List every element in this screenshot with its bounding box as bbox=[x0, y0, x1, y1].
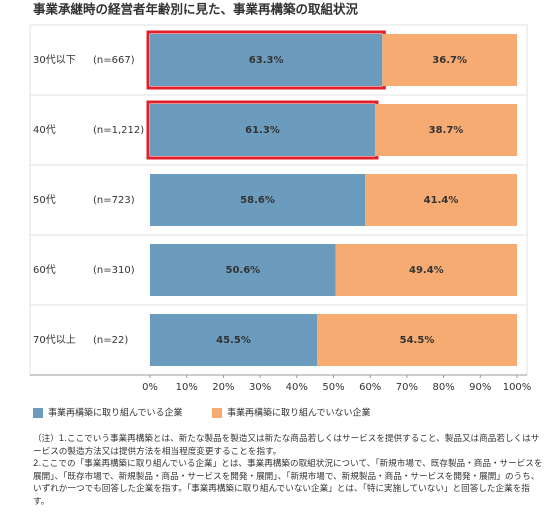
category-label: 70代以上 bbox=[33, 334, 76, 346]
value-label: 54.5% bbox=[400, 335, 435, 346]
note: （注）1.ここでいう事業再構築とは、新たな製品を製造又は新たな商品若しくはサービ… bbox=[33, 434, 540, 457]
value-label: 38.7% bbox=[429, 125, 464, 136]
bar-segment bbox=[150, 314, 317, 366]
bar-segment bbox=[374, 104, 517, 156]
legend-swatch bbox=[212, 408, 222, 418]
count-label: (n=723) bbox=[93, 195, 135, 206]
x-tick-label: 70% bbox=[396, 382, 418, 393]
legend-swatch bbox=[33, 408, 43, 418]
x-tick-label: 40% bbox=[286, 382, 308, 393]
bar-segment bbox=[150, 244, 336, 296]
value-label: 63.3% bbox=[249, 55, 284, 66]
value-label: 61.3% bbox=[245, 125, 280, 136]
bar-segment bbox=[150, 104, 375, 156]
legend-label: 事業再構築に取り組んでいない企業 bbox=[227, 407, 371, 419]
count-label: (n=22) bbox=[93, 335, 128, 346]
value-label: 58.6% bbox=[240, 195, 275, 206]
category-label: 50代 bbox=[33, 194, 56, 206]
note: 2.ここでの「事業再構築に取り組んでいる企業」とは、事業再構築の取組状況について… bbox=[33, 459, 543, 507]
count-label: (n=310) bbox=[93, 265, 135, 276]
value-label: 36.7% bbox=[432, 55, 467, 66]
count-label: (n=1,212) bbox=[93, 125, 144, 136]
category-label: 60代 bbox=[33, 264, 56, 276]
bar-segment bbox=[150, 174, 366, 226]
x-tick-label: 100% bbox=[503, 382, 532, 393]
x-tick-label: 10% bbox=[176, 382, 198, 393]
value-label: 45.5% bbox=[216, 335, 251, 346]
value-label: 49.4% bbox=[409, 265, 444, 276]
bar-segment bbox=[150, 34, 383, 86]
legend-label: 事業再構築に取り組んでいる企業 bbox=[48, 407, 183, 419]
bar-segment bbox=[316, 314, 517, 366]
category-label: 30代以下 bbox=[33, 54, 76, 66]
value-label: 41.4% bbox=[424, 195, 459, 206]
x-tick-label: 20% bbox=[212, 382, 234, 393]
x-tick-label: 60% bbox=[359, 382, 381, 393]
x-tick-label: 30% bbox=[249, 382, 271, 393]
bar-segment bbox=[335, 244, 517, 296]
value-label: 50.6% bbox=[225, 265, 260, 276]
x-tick-label: 0% bbox=[142, 382, 158, 393]
category-label: 40代 bbox=[33, 124, 56, 136]
x-tick-label: 50% bbox=[322, 382, 344, 393]
bar-segment bbox=[382, 34, 517, 86]
x-tick-label: 90% bbox=[469, 382, 491, 393]
count-label: (n=667) bbox=[93, 55, 135, 66]
chart: 事業承継時の経営者年齢別に見た、事業再構築の取組状況 0% 10% 20% 30% 40… bbox=[29, 2, 532, 419]
notes: （注）1.ここでいう事業再構築とは、新たな製品を製造又は新たな商品若しくはサービ… bbox=[33, 433, 543, 508]
x-tick-label: 80% bbox=[432, 382, 454, 393]
chart-title: 事業承継時の経営者年齢別に見た、事業再構築の取組状況 bbox=[33, 2, 359, 17]
bar-segment bbox=[365, 174, 517, 226]
